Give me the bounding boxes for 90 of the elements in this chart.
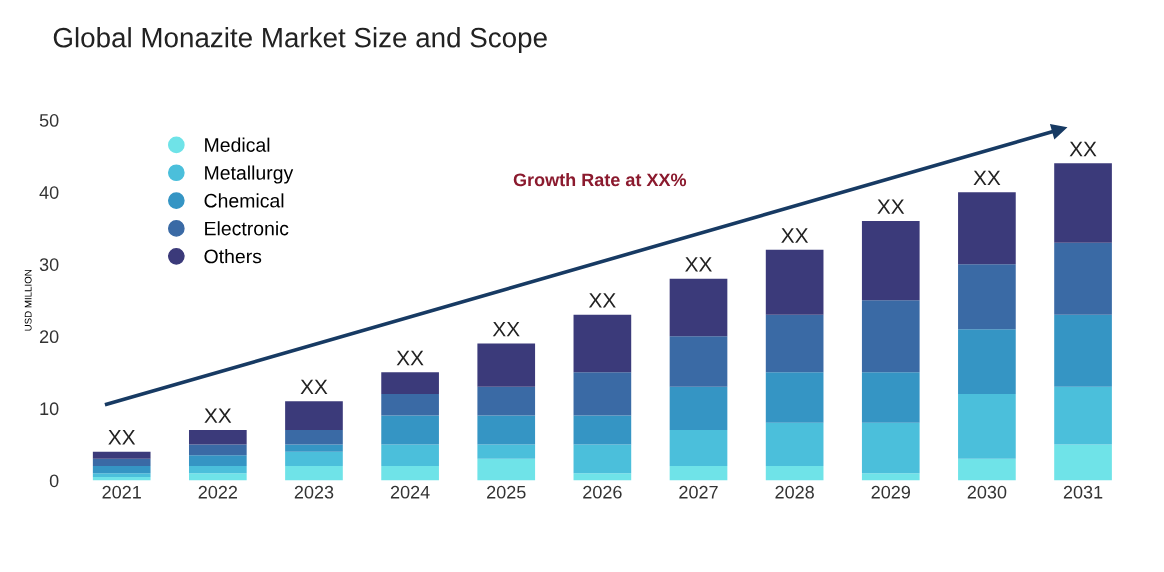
bar <box>285 444 343 452</box>
x-tick-label: 2029 <box>871 485 910 499</box>
y-tick-label: 10 <box>40 402 59 416</box>
total-label: XX <box>300 379 328 394</box>
bar <box>958 192 1016 265</box>
y-tick-label: 50 <box>39 114 59 127</box>
bar <box>1054 444 1112 481</box>
bar <box>669 430 728 467</box>
bar <box>477 444 536 459</box>
bar <box>285 430 343 445</box>
y-tick-label: 0 <box>49 474 59 488</box>
bar <box>92 458 151 467</box>
bar <box>477 415 536 445</box>
bar <box>1054 386 1112 445</box>
total-label: XX <box>204 408 232 423</box>
legend-label: Metallurgy <box>205 165 294 184</box>
bar <box>765 372 824 423</box>
legend-label: Medical <box>205 137 270 152</box>
x-tick-label: 2031 <box>1063 485 1103 499</box>
bar <box>573 415 632 445</box>
bar <box>381 466 439 481</box>
bar <box>765 314 824 373</box>
legend-label: Others <box>204 249 262 264</box>
bar <box>477 343 536 387</box>
legend-label: Electronic <box>205 221 289 236</box>
y-tick-label: 30 <box>39 258 59 271</box>
bar <box>958 458 1016 481</box>
x-tick-label: 2021 <box>102 485 141 499</box>
total-label: XX <box>492 322 520 337</box>
bar <box>188 455 247 467</box>
y-tick-label: 20 <box>39 330 59 344</box>
chart-title: Global Monazite Market Size and Scope <box>53 27 547 53</box>
bar <box>861 473 920 481</box>
y-tick-label: 40 <box>39 186 59 199</box>
x-tick-label: 2027 <box>679 485 718 499</box>
bar <box>765 466 824 481</box>
bar <box>188 473 247 481</box>
bar <box>765 249 824 315</box>
bar <box>477 458 536 481</box>
bar <box>861 221 920 301</box>
x-tick-label: 2030 <box>967 485 1007 499</box>
x-tick-label: 2026 <box>583 485 622 499</box>
legend-label: Chemical <box>204 193 284 208</box>
total-label: XX <box>973 170 1001 185</box>
bar <box>285 401 343 431</box>
annotation: Growth Rate at XX% <box>513 172 687 187</box>
bar <box>381 415 439 445</box>
bar <box>573 314 632 373</box>
bar <box>669 336 728 387</box>
x-tick-label: 2022 <box>198 485 238 499</box>
bar <box>477 386 536 416</box>
bar <box>285 466 343 481</box>
bar <box>92 473 151 477</box>
bar <box>958 329 1016 394</box>
bar <box>669 466 728 481</box>
total-label: XX <box>781 228 809 243</box>
bar <box>381 372 439 394</box>
total-label: XX <box>588 293 616 308</box>
bar <box>669 386 728 431</box>
bar <box>669 278 728 337</box>
bar <box>958 393 1016 459</box>
bar <box>188 444 247 456</box>
bar <box>92 451 151 459</box>
x-tick-label: 2023 <box>294 485 334 499</box>
total-label: XX <box>1069 141 1097 157</box>
x-tick-label: 2028 <box>775 485 814 499</box>
bar <box>381 444 439 467</box>
bar <box>765 422 824 467</box>
x-tick-label: 2024 <box>390 485 430 499</box>
bar <box>861 300 920 373</box>
bar <box>1054 314 1112 387</box>
bar <box>188 430 247 445</box>
bar <box>573 372 632 416</box>
total-label: XX <box>685 257 712 272</box>
bar <box>188 466 247 474</box>
total-label: XX <box>108 430 136 445</box>
bar <box>1054 242 1112 315</box>
bar <box>861 422 920 474</box>
bar <box>573 444 632 474</box>
bar <box>861 372 920 423</box>
bar <box>958 264 1016 330</box>
y-axis-title: USD MILLION <box>24 270 32 331</box>
total-label: XX <box>396 350 424 366</box>
bar <box>381 393 439 416</box>
x-tick-label: 2025 <box>487 485 526 499</box>
bar <box>1054 163 1112 243</box>
total-label: XX <box>877 199 905 214</box>
bar <box>573 473 632 481</box>
bar <box>285 451 343 467</box>
bar <box>92 466 151 474</box>
